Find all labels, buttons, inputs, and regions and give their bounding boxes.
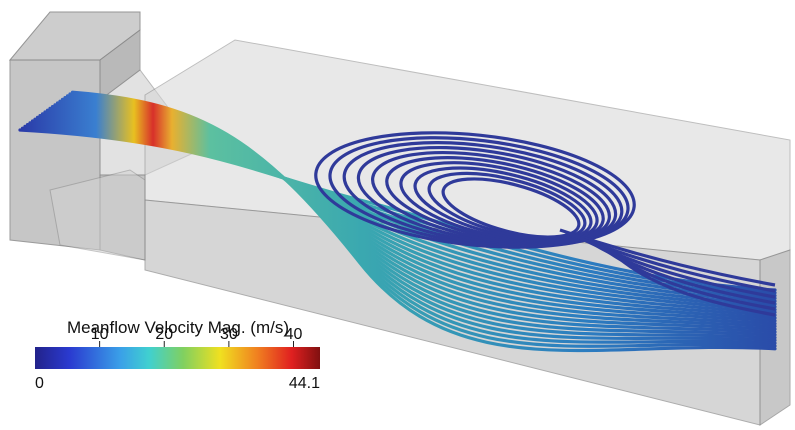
- streamline: [70, 90, 777, 353]
- vortex-loop: [441, 177, 581, 239]
- streamline: [45, 108, 777, 323]
- streamline: [35, 115, 777, 312]
- streamline: [38, 114, 777, 314]
- colorbar: [35, 347, 320, 369]
- vortex-loop: [427, 171, 587, 241]
- streamline: [43, 110, 777, 320]
- tick-label: 30: [220, 326, 238, 343]
- streamline: [63, 96, 777, 342]
- vortex-exit: [608, 248, 776, 317]
- tick-label: 40: [285, 326, 303, 343]
- streamline: [23, 124, 777, 298]
- vortex-loop: [314, 131, 636, 249]
- tick-label: 20: [155, 326, 173, 343]
- streamline: [55, 101, 777, 334]
- streamline: [65, 94, 777, 345]
- vortex-streamlines: [314, 131, 776, 317]
- colorbar-title: Meanflow Velocity Mag. (m/s): [67, 318, 289, 337]
- vortex-loop: [385, 156, 605, 244]
- tick-label: 10: [91, 326, 109, 343]
- vortex-loop: [371, 150, 611, 246]
- streamline: [30, 119, 777, 306]
- vortex-loop: [399, 161, 599, 243]
- vortex-loop: [328, 136, 630, 248]
- streamline: [58, 99, 777, 337]
- streamline: [68, 92, 777, 348]
- colorbar-min: 0: [35, 375, 44, 392]
- vortex-exit: [559, 228, 776, 287]
- streamline: [60, 97, 777, 340]
- vortex-loop: [356, 145, 618, 247]
- colorbar-max: 44.1: [289, 375, 320, 392]
- vortex-loop: [413, 166, 593, 242]
- vortex-loop: [342, 141, 624, 247]
- streamline: [48, 106, 777, 326]
- colorbar-ticks: 10 20 30 40: [91, 326, 303, 347]
- streamline: [50, 105, 777, 328]
- streamline: [40, 112, 777, 317]
- streamline: [53, 103, 777, 331]
